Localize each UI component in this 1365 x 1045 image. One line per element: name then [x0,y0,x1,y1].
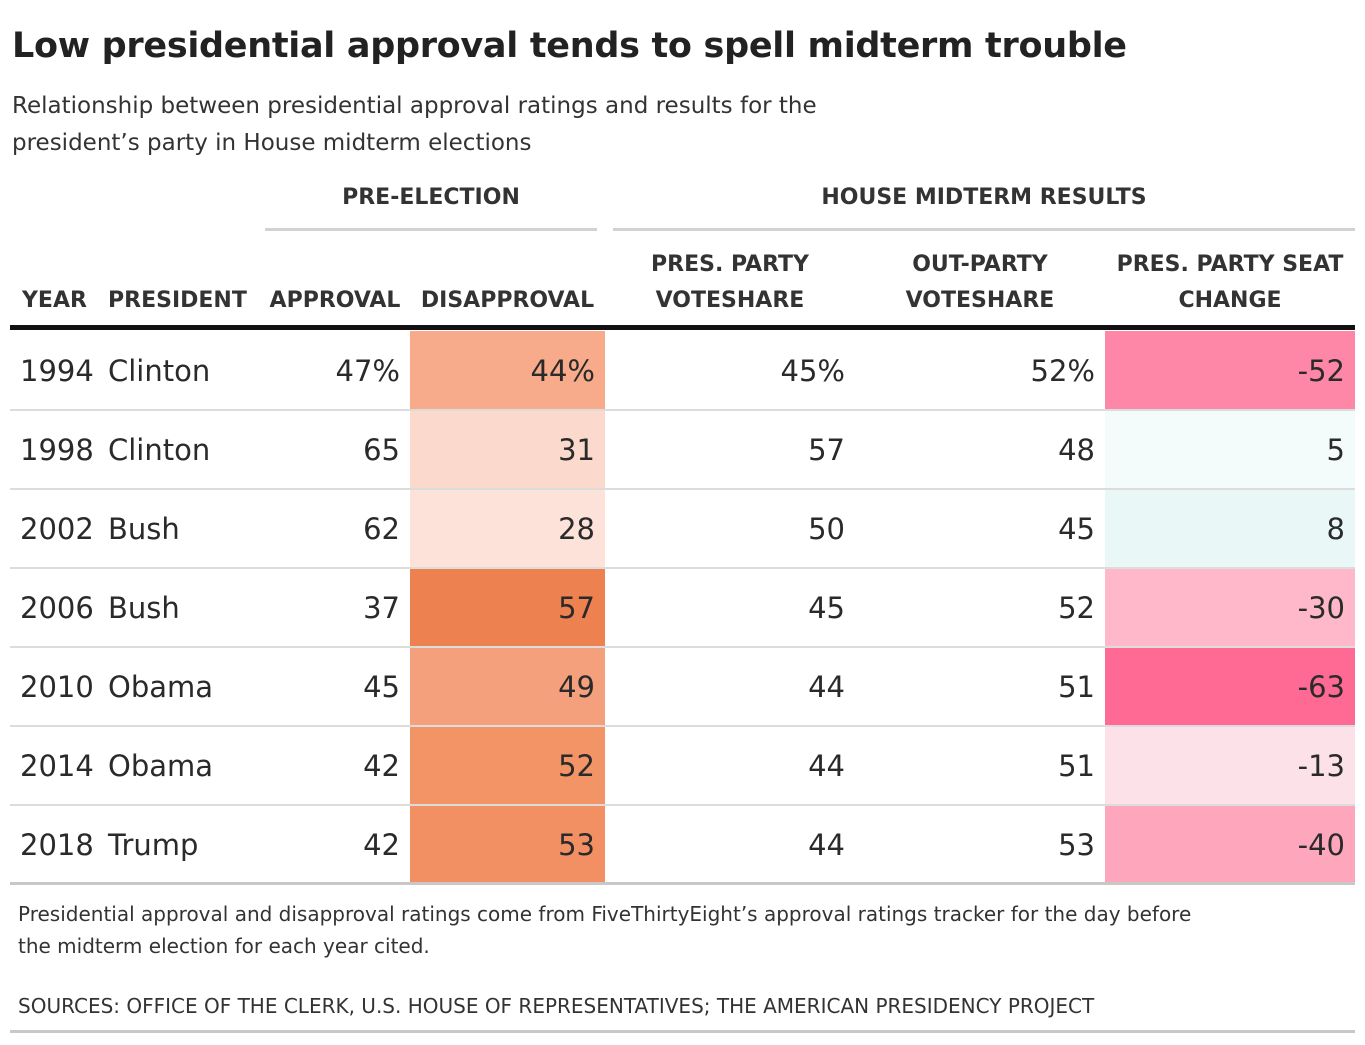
cell-approval: 37 [363,590,400,625]
cell-seat-change: 8 [1105,489,1355,568]
cell-out-voteshare: 51 [1058,669,1095,704]
cell-president: Obama [108,748,214,783]
final-rule [10,1030,1355,1033]
cell-seat-change: -63 [1105,647,1355,726]
cell-out-voteshare: 52% [1030,353,1095,388]
table-row: 1998 Clinton 65 31 57 48 5 [10,410,1355,489]
cell-president: Obama [108,669,214,704]
column-header-disapproval: DISAPPROVAL [420,288,595,313]
group-underline-pre-election [265,228,597,231]
row-divider [10,567,1355,569]
column-header-seat-change: PRES. PARTY SEAT CHANGE [1116,252,1344,313]
cell-disapproval: 57 [410,568,605,647]
cell-year: 2006 [20,590,94,625]
cell-approval: 42 [363,827,400,862]
table-row: 2006 Bush 37 57 45 52 -30 [10,568,1355,647]
cell-president: Clinton [108,432,211,467]
cell-out-voteshare: 45 [1058,511,1095,546]
cell-approval: 65 [363,432,400,467]
cell-pres-voteshare: 50 [808,511,845,546]
cell-disapproval: 49 [410,647,605,726]
chart-subtitle: Relationship between presidential approv… [12,93,817,156]
cell-president: Bush [108,590,180,625]
group-header-pre-election: PRE-ELECTION [342,185,520,210]
cell-president: Bush [108,511,180,546]
cell-pres-voteshare: 57 [808,432,845,467]
column-header-president: PRESIDENT [108,288,247,313]
footnote: Presidential approval and disapproval ra… [18,902,1192,958]
cell-president: Trump [108,827,199,862]
cell-approval: 45 [363,669,400,704]
row-divider [10,725,1355,727]
column-header-pres-voteshare: PRES. PARTY VOTESHARE [651,252,809,313]
cell-pres-voteshare: 45 [808,590,845,625]
cell-pres-voteshare: 45% [780,353,845,388]
chart-title: Low presidential approval tends to spell… [12,26,1127,66]
row-divider [10,804,1355,806]
cell-disapproval: 44% [410,331,605,410]
cell-year: 2014 [20,748,94,783]
table-row: 2010 Obama 45 49 44 51 -63 [10,647,1355,726]
column-header-approval: APPROVAL [269,288,401,313]
cell-seat-change: -13 [1105,726,1355,805]
header-rule [10,325,1355,330]
row-divider [10,409,1355,411]
cell-out-voteshare: 52 [1058,590,1095,625]
cell-approval: 47% [335,353,400,388]
cell-seat-change: 5 [1105,410,1355,489]
cell-out-voteshare: 51 [1058,748,1095,783]
cell-seat-change: -40 [1105,805,1355,884]
cell-pres-voteshare: 44 [808,669,845,704]
cell-out-voteshare: 48 [1058,432,1095,467]
sources-note: SOURCES: OFFICE OF THE CLERK, U.S. HOUSE… [18,994,1095,1018]
cell-disapproval: 52 [410,726,605,805]
cell-pres-voteshare: 44 [808,827,845,862]
cell-president: Clinton [108,353,211,388]
cell-year: 2018 [20,827,94,862]
cell-seat-change: -52 [1105,331,1355,410]
column-header-out-voteshare: OUT-PARTY VOTESHARE [905,252,1055,313]
group-underline-house-results [613,228,1355,231]
cell-seat-change: -30 [1105,568,1355,647]
column-header-year: YEAR [22,288,87,313]
cell-year: 2010 [20,669,94,704]
table-row: 1994 Clinton 47% 44% 45% 52% -52 [10,331,1355,410]
cell-disapproval: 53 [410,805,605,884]
row-divider [10,646,1355,648]
table-row: 2014 Obama 42 52 44 51 -13 [10,726,1355,805]
cell-year: 2002 [20,511,94,546]
cell-disapproval: 31 [410,410,605,489]
cell-pres-voteshare: 44 [808,748,845,783]
table-row: 2018 Trump 42 53 44 53 -40 [10,805,1355,884]
cell-disapproval: 28 [410,489,605,568]
group-header-house-results: HOUSE MIDTERM RESULTS [821,185,1147,210]
cell-year: 1998 [20,432,94,467]
table-bottom-rule [10,882,1355,885]
cell-approval: 42 [363,748,400,783]
cell-approval: 62 [363,511,400,546]
row-divider [10,488,1355,490]
table-row: 2002 Bush 62 28 50 45 8 [10,489,1355,568]
cell-out-voteshare: 53 [1058,827,1095,862]
cell-year: 1994 [20,353,94,388]
